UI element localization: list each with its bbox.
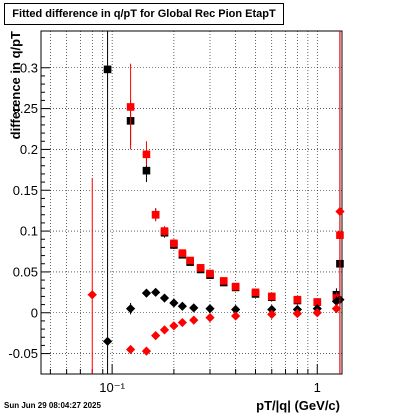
data-point-square xyxy=(103,65,112,74)
data-point-square xyxy=(142,166,151,175)
data-point-diamond xyxy=(267,309,277,319)
data-point-square xyxy=(142,150,151,159)
data-point-diamond xyxy=(189,303,199,313)
y-tick-label: 0.25 xyxy=(13,101,38,116)
data-point-diamond xyxy=(87,290,97,300)
data-point-diamond xyxy=(205,313,215,323)
x-tick-label: 10⁻¹ xyxy=(99,380,125,395)
data-point-diamond xyxy=(159,325,170,335)
data-point-diamond xyxy=(331,296,342,306)
y-tick-label: 0.3 xyxy=(20,60,38,75)
data-point-diamond xyxy=(292,308,302,319)
x-axis-title: pT/|q| (GeV/c) xyxy=(256,398,340,413)
y-tick-label: 0.05 xyxy=(13,264,38,279)
timestamp-footer: Sun Jun 29 08:04:27 2025 xyxy=(4,401,101,410)
data-point-diamond xyxy=(335,206,345,217)
data-point-square xyxy=(160,227,169,235)
data-point-diamond xyxy=(331,304,342,314)
data-point-square xyxy=(206,269,214,278)
data-point-diamond xyxy=(177,317,187,328)
data-point-square xyxy=(219,277,228,285)
data-point-square xyxy=(251,288,260,297)
data-point-diamond xyxy=(169,321,179,331)
data-point-diamond xyxy=(141,288,152,298)
chart-title: Fitted difference in q/pT for Global Rec… xyxy=(4,3,284,25)
data-point-square xyxy=(170,239,178,248)
data-point-diamond xyxy=(205,304,215,314)
data-point-diamond xyxy=(169,298,179,308)
data-point-diamond xyxy=(125,344,136,355)
y-tick-label: 0.15 xyxy=(13,183,38,198)
y-tick-label: 0.1 xyxy=(20,224,38,239)
y-tick-label: 0 xyxy=(31,305,38,320)
data-point-square xyxy=(178,249,187,257)
data-point-square xyxy=(267,292,276,301)
data-point-diamond xyxy=(141,346,152,356)
y-axis-title: difference in q/pT xyxy=(8,31,23,139)
data-point-diamond xyxy=(159,293,170,303)
data-point-diamond xyxy=(189,315,199,325)
data-point-diamond xyxy=(151,331,161,341)
data-point-diamond xyxy=(177,301,187,311)
data-point-diamond xyxy=(125,304,136,314)
data-point-square xyxy=(231,282,240,291)
data-point-diamond xyxy=(151,287,161,297)
data-point-square xyxy=(196,264,205,272)
data-point-diamond xyxy=(267,304,277,315)
data-point-square xyxy=(293,295,302,304)
y-tick-label: -0.05 xyxy=(8,346,38,361)
data-point-diamond xyxy=(102,336,113,346)
data-point-diamond xyxy=(231,304,241,315)
y-tick-label: 0.2 xyxy=(20,142,38,157)
data-point-diamond xyxy=(231,311,241,321)
series-3 xyxy=(87,31,345,374)
data-point-square xyxy=(126,103,135,111)
data-point-square xyxy=(186,256,194,265)
data-point-square xyxy=(313,298,322,306)
data-point-diamond xyxy=(312,308,322,318)
plot-frame xyxy=(40,30,343,375)
x-tick-label: 1 xyxy=(314,380,321,395)
data-point-square xyxy=(151,210,160,219)
